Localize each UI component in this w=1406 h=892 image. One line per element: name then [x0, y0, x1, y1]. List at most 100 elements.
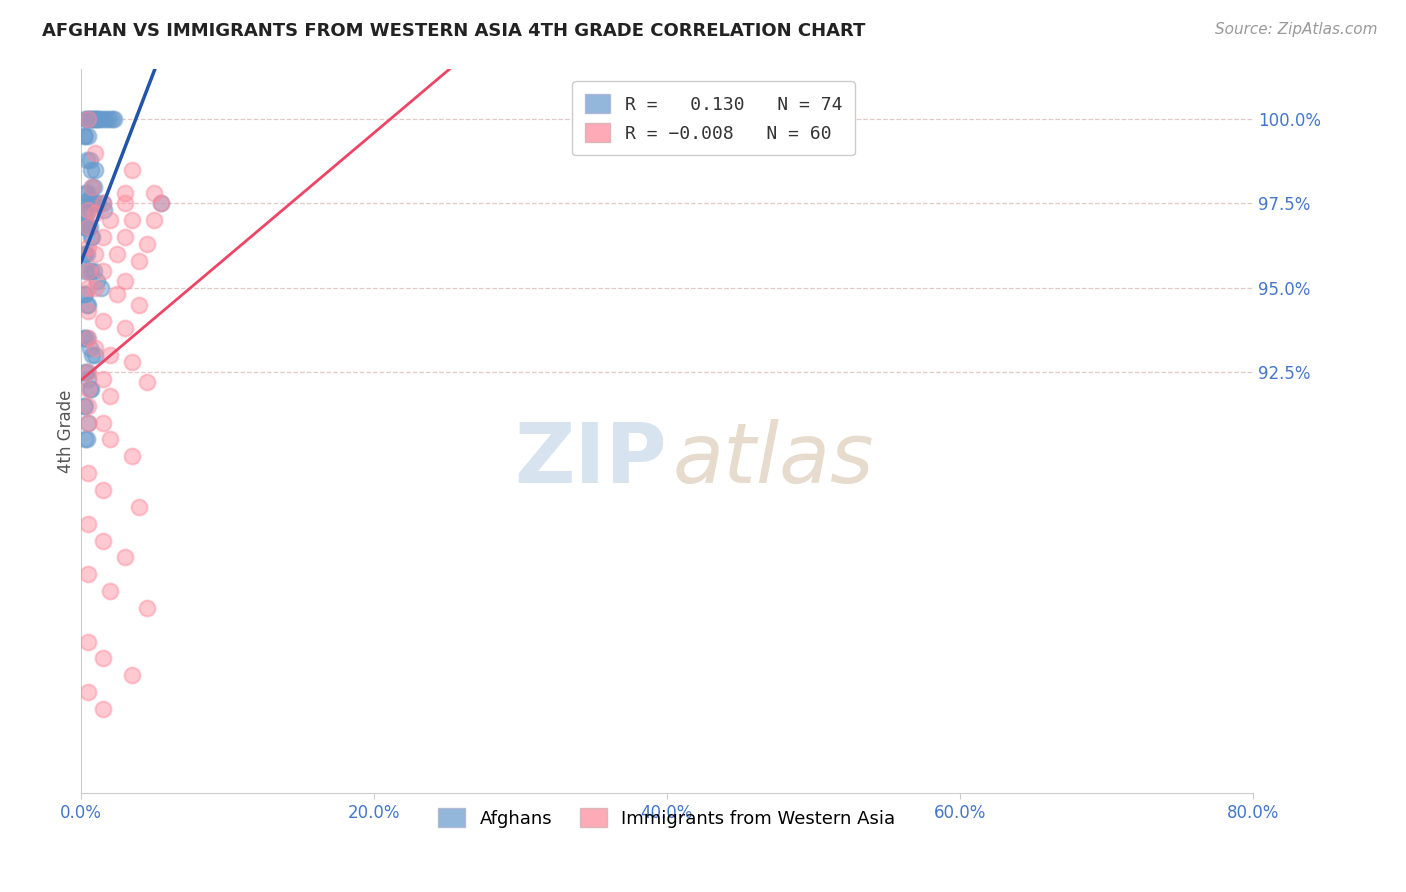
Point — [103, 112, 125, 127]
Point — [77, 264, 100, 278]
Point — [98, 388, 121, 402]
Point — [75, 247, 97, 261]
Point — [80, 382, 103, 396]
Text: ZIP: ZIP — [515, 419, 666, 500]
Point — [128, 500, 150, 514]
Point — [121, 162, 143, 177]
Point — [135, 236, 157, 251]
Point — [91, 533, 114, 548]
Point — [76, 331, 98, 345]
Point — [79, 112, 101, 127]
Text: AFGHAN VS IMMIGRANTS FROM WESTERN ASIA 4TH GRADE CORRELATION CHART: AFGHAN VS IMMIGRANTS FROM WESTERN ASIA 4… — [42, 22, 866, 40]
Point — [105, 287, 128, 301]
Point — [77, 264, 100, 278]
Point — [91, 483, 114, 497]
Point — [77, 112, 100, 127]
Point — [143, 213, 166, 227]
Point — [77, 331, 100, 345]
Point — [77, 634, 100, 648]
Legend: Afghans, Immigrants from Western Asia: Afghans, Immigrants from Western Asia — [432, 801, 903, 835]
Point — [75, 112, 97, 127]
Point — [77, 297, 100, 311]
Point — [86, 274, 108, 288]
Point — [135, 375, 157, 389]
Point — [128, 253, 150, 268]
Point — [80, 264, 103, 278]
Point — [76, 433, 98, 447]
Point — [77, 416, 100, 430]
Point — [73, 128, 96, 143]
Point — [121, 449, 143, 463]
Point — [73, 203, 96, 218]
Point — [82, 179, 104, 194]
Point — [84, 247, 107, 261]
Point — [76, 186, 98, 201]
Point — [100, 112, 122, 127]
Point — [73, 331, 96, 345]
Point — [93, 203, 115, 218]
Point — [83, 112, 105, 127]
Point — [91, 112, 114, 127]
Point — [73, 399, 96, 413]
Point — [97, 112, 120, 127]
Point — [82, 112, 104, 127]
Point — [77, 365, 100, 379]
Point — [114, 550, 136, 565]
Point — [73, 287, 96, 301]
Point — [79, 219, 101, 234]
Point — [80, 112, 103, 127]
Point — [82, 230, 104, 244]
Y-axis label: 4th Grade: 4th Grade — [58, 389, 75, 473]
Point — [76, 112, 98, 127]
Point — [91, 372, 114, 386]
Point — [77, 685, 100, 699]
Point — [76, 219, 98, 234]
Point — [121, 355, 143, 369]
Point — [121, 668, 143, 682]
Point — [76, 297, 98, 311]
Point — [76, 365, 98, 379]
Point — [77, 112, 100, 127]
Point — [84, 280, 107, 294]
Point — [77, 466, 100, 480]
Point — [105, 247, 128, 261]
Point — [76, 247, 98, 261]
Point — [84, 342, 107, 356]
Point — [91, 196, 114, 211]
Point — [91, 264, 114, 278]
Point — [77, 399, 100, 413]
Point — [77, 416, 100, 430]
Point — [91, 416, 114, 430]
Point — [76, 206, 98, 220]
Point — [86, 112, 108, 127]
Point — [87, 112, 110, 127]
Point — [82, 348, 104, 362]
Point — [77, 382, 100, 396]
Point — [73, 247, 96, 261]
Point — [84, 196, 107, 211]
Point — [75, 365, 97, 379]
Point — [77, 219, 100, 234]
Point — [114, 321, 136, 335]
Point — [77, 219, 100, 234]
Point — [150, 196, 173, 211]
Point — [98, 213, 121, 227]
Point — [77, 304, 100, 318]
Point — [77, 567, 100, 582]
Point — [150, 196, 173, 211]
Point — [75, 433, 97, 447]
Point — [91, 651, 114, 665]
Point — [82, 179, 104, 194]
Point — [80, 162, 103, 177]
Point — [73, 219, 96, 234]
Point — [135, 601, 157, 615]
Point — [90, 280, 112, 294]
Point — [114, 274, 136, 288]
Point — [77, 372, 100, 386]
Point — [91, 314, 114, 328]
Point — [128, 297, 150, 311]
Point — [84, 348, 107, 362]
Point — [83, 179, 105, 194]
Point — [77, 128, 100, 143]
Point — [77, 240, 100, 254]
